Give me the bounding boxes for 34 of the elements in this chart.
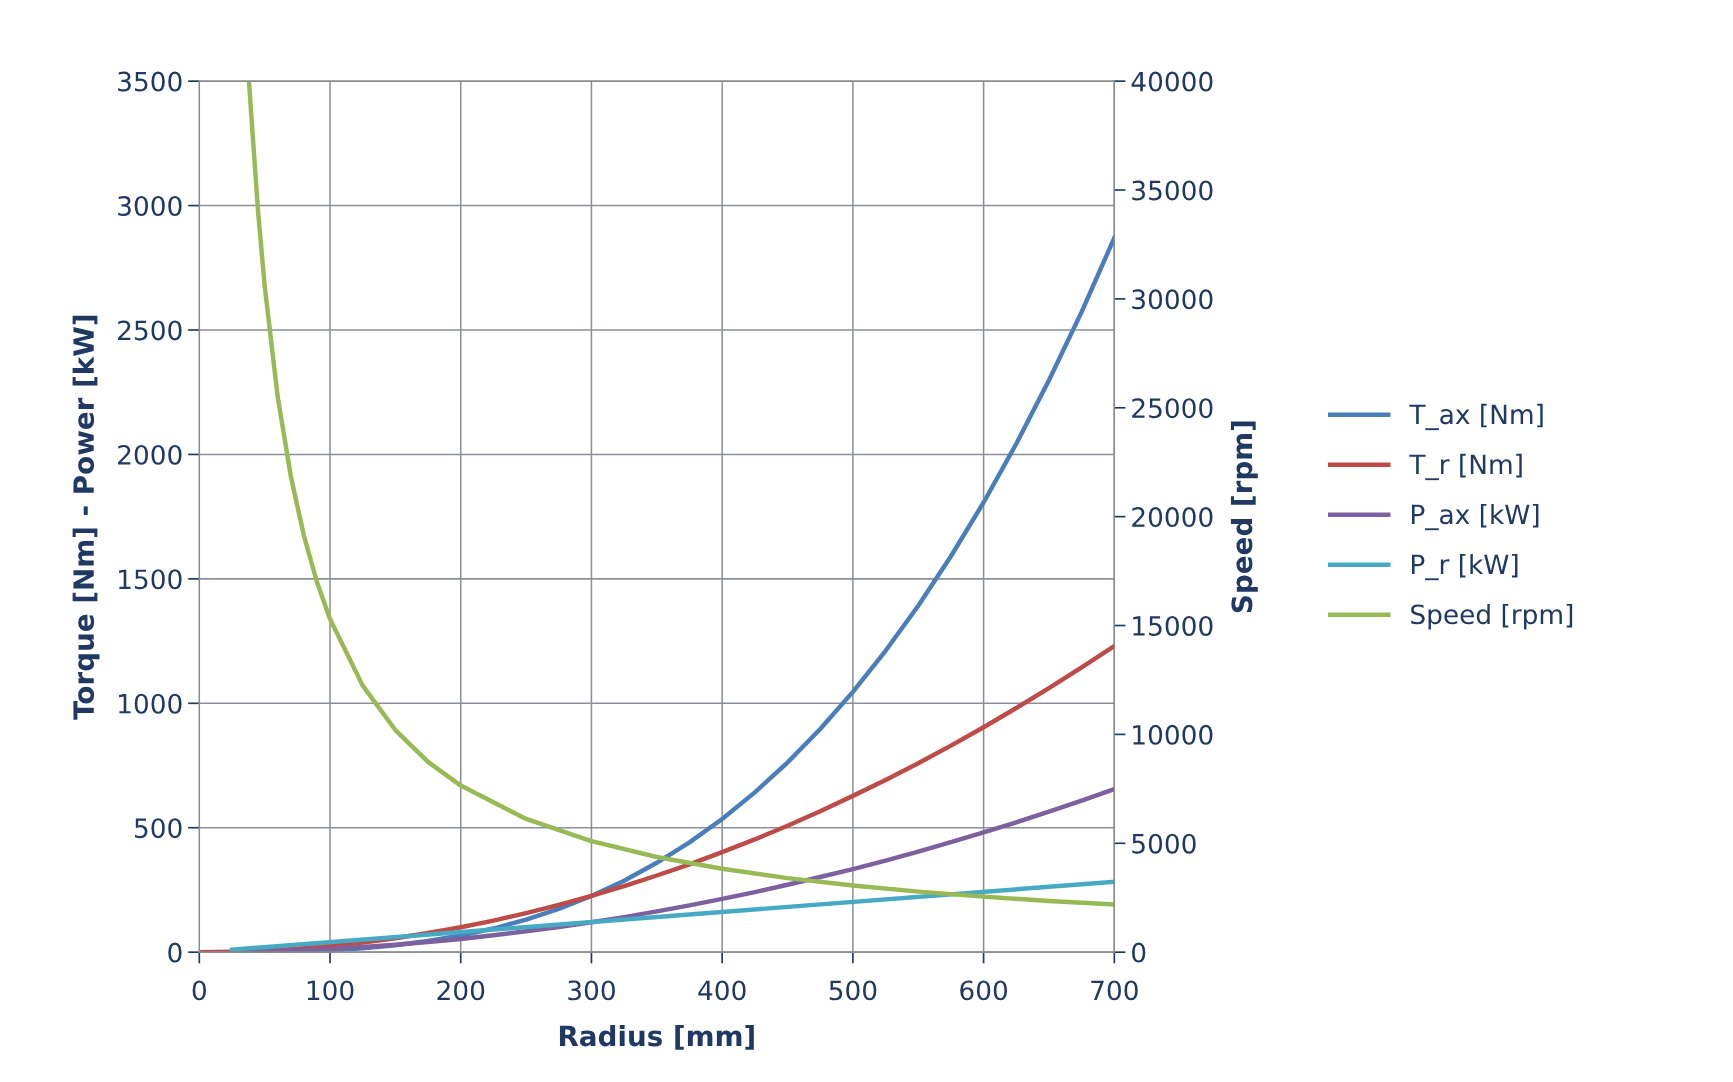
y2-axis-title: Speed [rpm] [1230,421,1258,613]
x-axis-title: Radius [mm] [559,1024,754,1050]
y-tick-label: 2500 [118,320,182,341]
x-tick-label: 400 [698,980,746,1001]
x-tick-label: 300 [568,980,615,1001]
x-tick-label: 600 [960,980,1008,1001]
legend-label: P_r [kW] [1411,553,1518,581]
legend-label: Speed [rpm] [1411,603,1573,630]
y-tick-label: 1000 [119,693,182,714]
x-tick-label: 0 [192,980,206,1001]
x-tick-label: 200 [437,980,485,1001]
y2-tick-label: 30000 [1132,289,1213,310]
y2-tick-label: 5000 [1132,833,1196,854]
y2-tick-label: 40000 [1131,71,1213,92]
y-tick-label: 0 [168,942,182,963]
y2-tick-label: 20000 [1132,507,1213,528]
legend-label: P_ax [kW] [1411,503,1539,531]
y-tick-label: 3000 [118,196,182,216]
y-axis-title: Torque [Nm] - Power [kW] [72,315,100,720]
y-tick-label: 1500 [119,569,182,590]
y-tick-label: 2000 [118,444,182,465]
legend-label: T_ax [Nm] [1409,403,1543,431]
y2-tick-label: 10000 [1133,724,1213,745]
y2-tick-label: 25000 [1132,398,1213,419]
y2-tick-label: 0 [1132,942,1146,963]
y-tick-label: 3500 [118,71,182,92]
line-series [246,81,1115,907]
y2-tick-label: 35000 [1132,180,1213,201]
legend-label: T_r [Nm] [1409,453,1522,481]
x-tick-label: 700 [1091,980,1138,1001]
y2-tick-label: 15000 [1133,615,1213,636]
x-tick-label: 500 [829,980,877,1001]
x-tick-label: 100 [307,980,354,1001]
y-tick-label: 500 [134,818,182,839]
